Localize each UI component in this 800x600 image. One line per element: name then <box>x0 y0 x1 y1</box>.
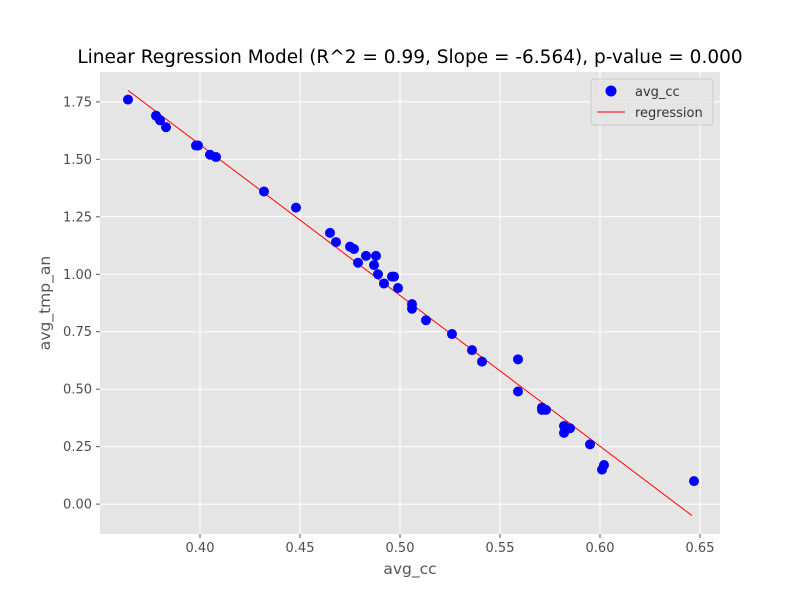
legend-label-avg-cc: avg_cc <box>635 85 680 100</box>
x-tick-label: 0.40 <box>186 541 215 556</box>
y-axis-ticks: 0.00 0.25 0.50 0.75 1.00 1.25 1.50 1.75 <box>63 95 100 513</box>
scatter-point <box>421 315 431 326</box>
y-tick-label: 1.75 <box>63 95 92 110</box>
x-tick-label: 0.55 <box>486 541 515 556</box>
x-tick-label: 0.60 <box>586 541 615 556</box>
chart-title: Linear Regression Model (R^2 = 0.99, Slo… <box>77 47 742 68</box>
y-tick-label: 0.75 <box>63 325 92 340</box>
scatter-point <box>349 243 359 254</box>
y-tick-label: 0.00 <box>63 498 92 513</box>
scatter-point <box>371 250 381 261</box>
scatter-point <box>155 115 165 126</box>
scatter-point <box>379 278 389 289</box>
x-axis-label: avg_cc <box>383 560 436 579</box>
scatter-point <box>585 439 595 450</box>
scatter-point <box>513 354 523 365</box>
scatter-point <box>599 460 609 471</box>
x-tick-label: 0.45 <box>286 541 315 556</box>
scatter-point <box>467 345 477 356</box>
scatter-point <box>689 476 699 487</box>
scatter-points <box>123 94 699 487</box>
scatter-point <box>193 140 203 151</box>
x-axis-ticks: 0.40 0.45 0.50 0.55 0.60 0.65 <box>186 534 715 556</box>
scatter-point <box>211 152 221 163</box>
scatter-point <box>513 386 523 397</box>
scatter-point <box>161 122 171 133</box>
x-tick-label: 0.50 <box>386 541 415 556</box>
y-tick-label: 1.00 <box>63 268 92 283</box>
legend-label-regression: regression <box>635 106 703 121</box>
scatter-point <box>407 303 417 314</box>
legend-marker-avg-cc <box>605 85 617 97</box>
scatter-point <box>477 356 487 367</box>
y-tick-label: 1.25 <box>63 210 92 225</box>
scatter-point <box>325 227 335 238</box>
scatter-point <box>259 186 269 197</box>
scatter-point <box>361 250 371 261</box>
scatter-point <box>393 283 403 294</box>
grid-lines <box>100 72 720 534</box>
legend: avg_cc regression <box>590 78 714 126</box>
scatter-point <box>389 271 399 282</box>
scatter-point <box>565 423 575 434</box>
y-axis-label: avg_tmp_an <box>36 256 55 350</box>
legend-box <box>590 78 714 126</box>
scatter-point <box>353 257 363 268</box>
scatter-point <box>447 329 457 340</box>
y-tick-label: 0.50 <box>63 383 92 398</box>
y-tick-label: 0.25 <box>63 440 92 455</box>
scatter-point <box>369 260 379 271</box>
y-tick-label: 1.50 <box>63 153 92 168</box>
x-tick-label: 0.65 <box>686 541 715 556</box>
scatter-point <box>291 202 301 213</box>
scatter-point <box>373 269 383 280</box>
scatter-point <box>331 237 341 248</box>
scatter-point <box>123 94 133 105</box>
scatter-point <box>541 404 551 415</box>
